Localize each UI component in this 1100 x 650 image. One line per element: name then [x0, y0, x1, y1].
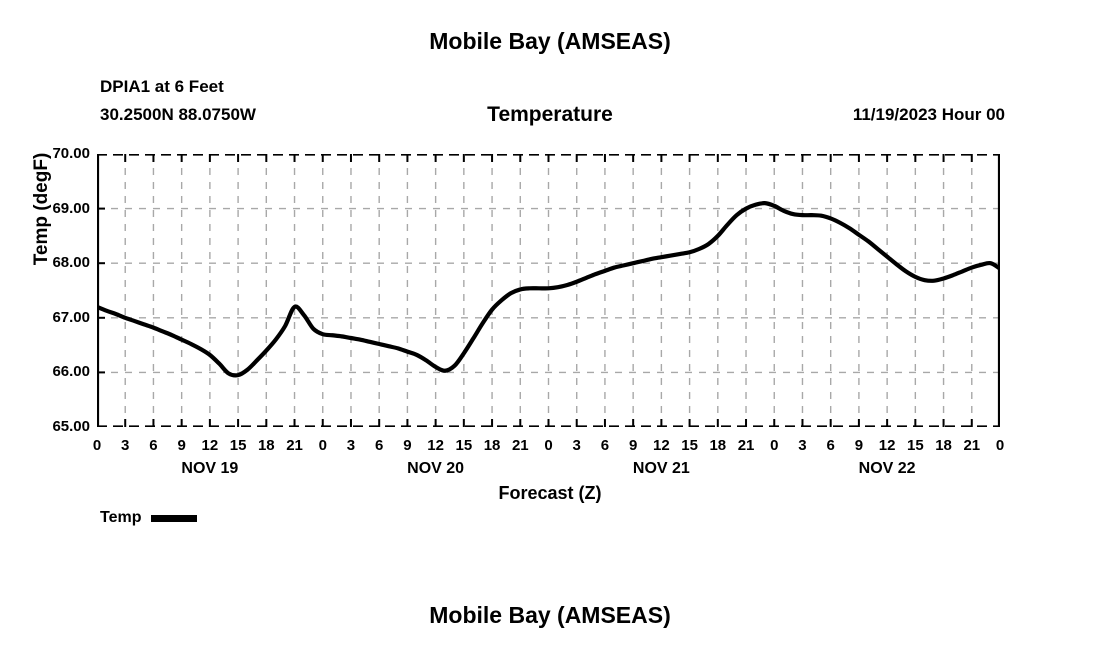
x-tick-label: 0: [995, 437, 1005, 454]
x-tick-label: 3: [121, 437, 130, 454]
x-tick-label: 6: [826, 437, 835, 454]
horizontal-gridlines: [97, 207, 1000, 374]
x-tick-label: 12: [427, 437, 444, 454]
x-tick-label: 18: [709, 437, 727, 454]
x-tick-label: 15: [229, 437, 247, 454]
x-axis-day-label: NOV 20: [407, 460, 465, 477]
x-tick-label: 9: [403, 437, 412, 454]
x-tick-label: 21: [737, 437, 755, 454]
legend-swatch-temp: [151, 514, 198, 522]
x-tick-label: 18: [935, 437, 952, 454]
x-tick-label: 9: [628, 437, 638, 454]
x-tick-label: 21: [963, 437, 981, 454]
vertical-gridlines: [124, 154, 973, 427]
temperature-line-chart: [97, 154, 1000, 427]
series-line-temp: [97, 201, 1000, 378]
parameter-title: Temperature: [487, 103, 613, 126]
footer-title: Mobile Bay (AMSEAS): [429, 602, 671, 628]
x-tick-label: 0: [318, 437, 327, 454]
x-tick-label: 6: [375, 437, 384, 454]
x-tick-label: 12: [878, 437, 896, 454]
x-tick-label: 21: [511, 437, 529, 454]
x-tick-label: 3: [346, 437, 356, 454]
y-axis-ticks: 65.00 66.00 67.00 68.00 69.00 70.00: [6, 0, 90, 650]
plot-area: [97, 154, 1000, 427]
x-tick-label: 3: [798, 437, 807, 454]
coordinates-label: 30.2500N 88.0750W: [100, 105, 256, 124]
x-tick-label: 9: [854, 437, 864, 454]
legend: Temp: [100, 509, 198, 527]
x-tick-label: 12: [653, 437, 670, 454]
page-title: Mobile Bay (AMSEAS): [429, 28, 671, 54]
x-tick-label: 6: [600, 437, 610, 454]
x-axis-day-label: NOV 21: [632, 460, 690, 477]
x-tick-label: 18: [483, 437, 501, 454]
x-tick-label: 18: [257, 437, 275, 454]
model-run-label: 11/19/2023 Hour 00: [852, 105, 1005, 124]
x-tick-label: 15: [455, 437, 473, 454]
x-axis-label: Forecast (Z): [498, 483, 602, 503]
y-tick-label: 69.00: [52, 199, 90, 217]
station-label: DPIA1 at 6 Feet: [100, 77, 224, 96]
y-tick-label: 66.00: [52, 363, 90, 381]
legend-label-temp: Temp: [100, 509, 142, 526]
x-tick-label: 12: [201, 437, 219, 454]
x-axis-day-label: NOV 22: [858, 460, 916, 477]
y-tick-label: 68.00: [52, 254, 90, 272]
x-tick-label: 15: [681, 437, 698, 454]
x-tick-label: 0: [92, 437, 102, 454]
x-tick-label: 21: [286, 437, 303, 454]
y-tick-label: 70.00: [52, 145, 90, 162]
x-tick-label: 0: [544, 437, 553, 454]
y-tick-label: 67.00: [52, 308, 90, 326]
x-tick-label: 6: [149, 437, 158, 454]
x-tick-label: 3: [572, 437, 581, 454]
x-axis-day-label: NOV 19: [181, 460, 239, 477]
x-tick-label: 9: [177, 437, 186, 454]
x-tick-label: 15: [907, 437, 924, 454]
y-tick-label: 65.00: [52, 418, 90, 435]
x-tick-label: 0: [770, 437, 779, 454]
